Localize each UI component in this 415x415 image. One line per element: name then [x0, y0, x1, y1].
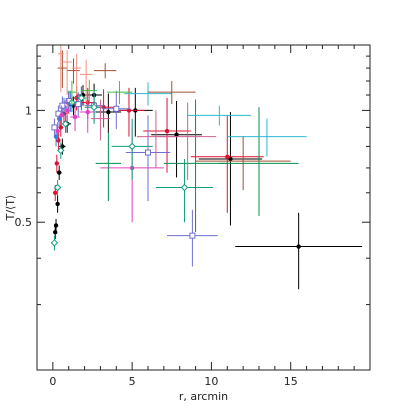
- data-point: [174, 132, 179, 137]
- series-9: [57, 45, 93, 103]
- data-point: [180, 183, 189, 192]
- data-point: [72, 114, 78, 120]
- data-point: [113, 105, 120, 112]
- series-5: [50, 86, 214, 251]
- data-point: [54, 161, 60, 166]
- data-point: [59, 102, 66, 109]
- x-tick-label: 10: [204, 375, 218, 388]
- data-point: [85, 109, 90, 115]
- data-point: [296, 244, 301, 249]
- series-7: [124, 82, 307, 157]
- data-point: [53, 190, 58, 195]
- data-point: [50, 239, 59, 247]
- y-axis-label: T/⟨T⟩: [4, 195, 17, 222]
- data-point: [145, 149, 151, 156]
- data-point: [51, 124, 58, 131]
- data-point: [228, 156, 233, 162]
- data-point: [126, 108, 132, 113]
- data-point: [106, 109, 111, 115]
- data-point: [55, 201, 60, 207]
- data-point: [56, 138, 61, 143]
- data-point: [77, 94, 86, 102]
- plot-frame: [36, 44, 371, 371]
- data-point: [53, 229, 58, 235]
- data-point: [53, 183, 62, 192]
- x-axis-label: r, arcmin: [179, 390, 228, 403]
- x-tick-label: 0: [49, 375, 56, 388]
- data-point: [57, 170, 62, 175]
- data-point: [57, 146, 65, 155]
- y-tick-label: 0.5: [15, 216, 33, 229]
- data-point: [64, 108, 70, 113]
- data-point: [128, 142, 136, 151]
- data-point: [75, 101, 82, 108]
- series-11: [67, 79, 133, 105]
- data-point: [53, 223, 59, 228]
- axis-ticks: 0 5 10 15 0.5 1: [15, 45, 371, 388]
- x-tick-label: 15: [284, 375, 298, 388]
- x-tick-label: 5: [129, 375, 136, 388]
- series-8: [57, 50, 291, 191]
- data-point: [59, 113, 64, 118]
- y-tick-label: 1: [25, 104, 32, 117]
- data-point: [225, 154, 230, 160]
- data-point: [189, 232, 196, 239]
- data-point: [61, 120, 70, 128]
- series-6: [95, 99, 299, 233]
- data-point: [55, 128, 60, 134]
- data-point: [90, 103, 98, 111]
- data-point: [164, 128, 170, 134]
- data-marks: [50, 45, 363, 290]
- series-10: [90, 99, 217, 180]
